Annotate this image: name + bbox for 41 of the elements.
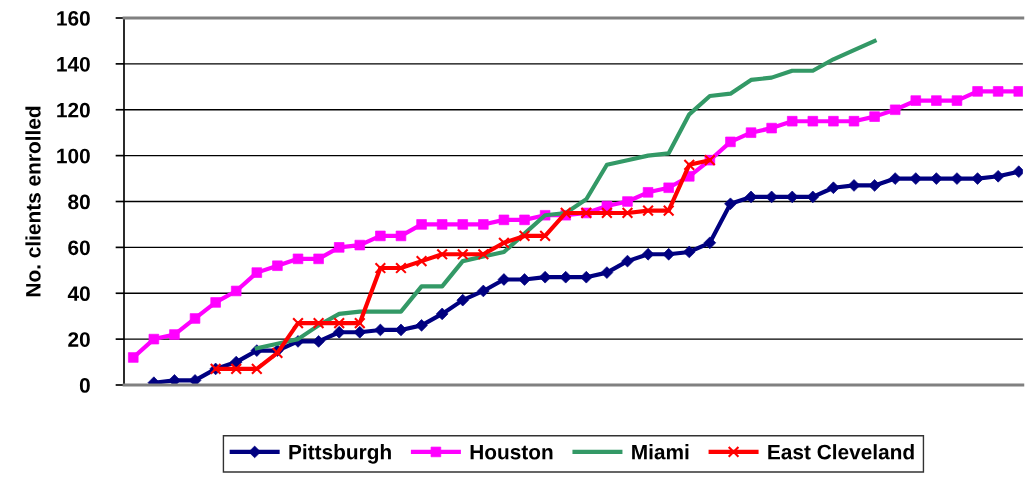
point: [353, 317, 366, 329]
point: [312, 317, 325, 329]
y-tick-label: 0: [79, 378, 90, 393]
point: [683, 158, 696, 171]
point: [642, 204, 654, 217]
y-tick-label: 60: [68, 240, 90, 256]
y-tick-label: 40: [67, 286, 90, 301]
legend-label: East Cleveland: [768, 444, 914, 460]
legend-label: Miami: [632, 444, 689, 460]
point: [148, 333, 160, 345]
point: [663, 182, 674, 193]
legend-label: Pittsburgh: [289, 444, 391, 464]
point: [662, 204, 675, 217]
point: [415, 255, 428, 268]
point: [395, 262, 407, 274]
y-tick-label: 160: [57, 11, 90, 26]
point: [477, 248, 490, 261]
point: [250, 363, 263, 375]
y-tick-label: 140: [57, 56, 90, 72]
point: [231, 285, 242, 297]
point: [456, 248, 469, 261]
y-tick-label: 100: [57, 148, 90, 164]
point: [374, 262, 387, 274]
point: [848, 116, 860, 127]
y-tick-label: 80: [68, 194, 90, 210]
point: [807, 116, 819, 127]
point: [436, 248, 449, 261]
point: [539, 230, 552, 242]
point: [621, 207, 634, 219]
y-axis-title: No. clients enrolled: [25, 106, 41, 297]
point: [600, 207, 613, 219]
legend-label: Houston: [470, 444, 553, 460]
y-tick-label: 20: [68, 332, 90, 347]
y-tick-label: 120: [57, 102, 90, 118]
point: [498, 236, 510, 249]
point: [354, 239, 365, 251]
point: [230, 363, 243, 375]
point: [333, 317, 346, 329]
point: [292, 317, 304, 329]
point: [518, 230, 531, 242]
point: [787, 116, 798, 127]
